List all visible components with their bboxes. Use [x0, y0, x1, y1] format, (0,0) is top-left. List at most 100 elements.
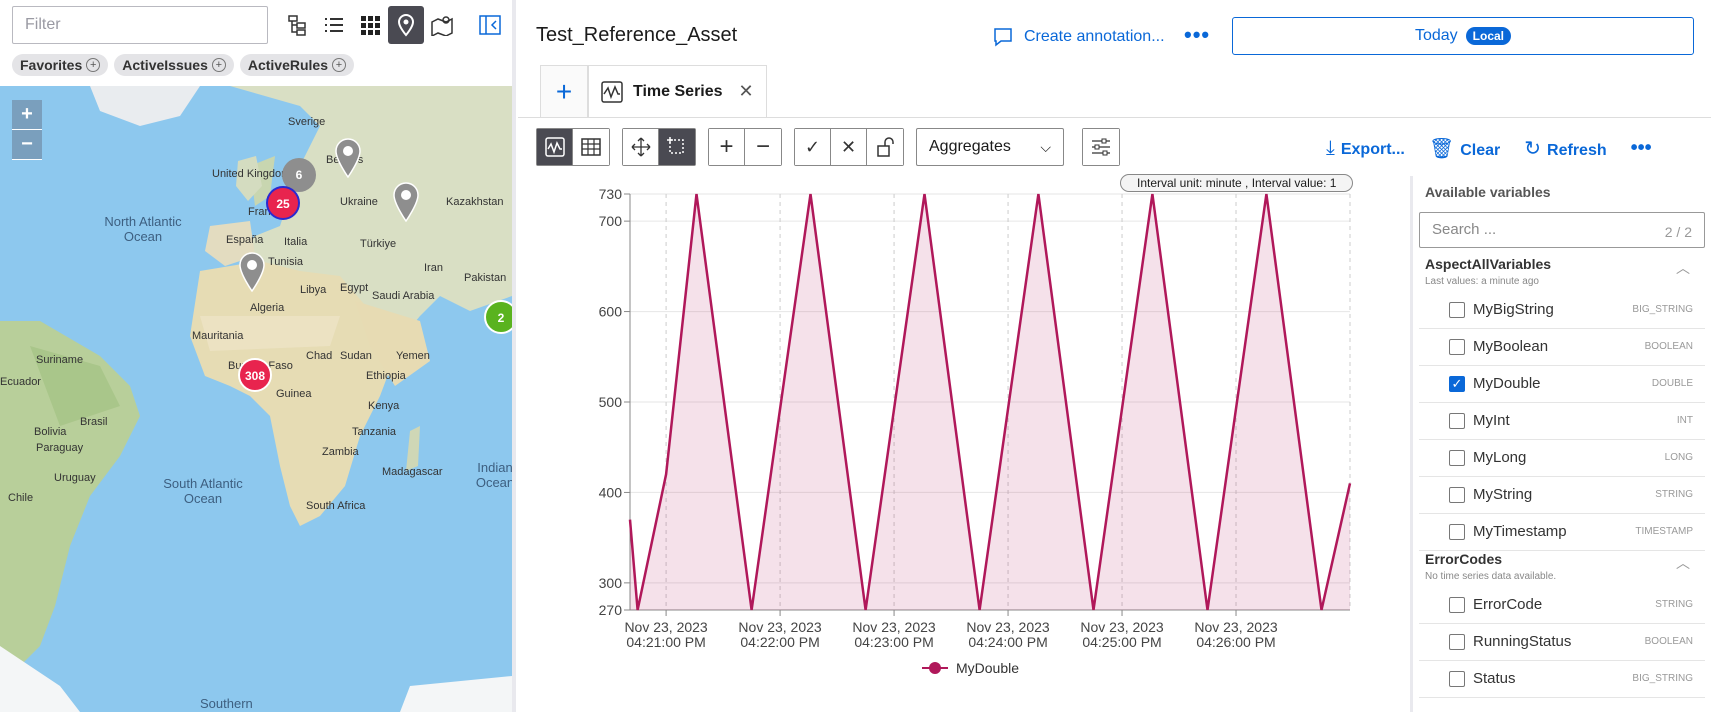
variable-checkbox[interactable]: [1449, 597, 1465, 613]
variable-checkbox[interactable]: ✓: [1449, 376, 1465, 392]
pan-button[interactable]: [623, 129, 659, 165]
zoom-out-button[interactable]: −: [12, 130, 42, 160]
map-label: Kazakhstan: [446, 196, 504, 208]
map-cluster-marker[interactable]: 308: [238, 358, 272, 392]
variable-checkbox[interactable]: [1449, 302, 1465, 318]
filter-chips: Favorites + ActiveIssues + ActiveRules +: [12, 54, 355, 76]
view-mode-toolbar: [280, 6, 508, 44]
refresh-label: Refresh: [1547, 142, 1607, 159]
variable-checkbox[interactable]: [1449, 634, 1465, 650]
variable-search-input[interactable]: Search ... 2 / 2: [1419, 212, 1705, 248]
move-icon: [631, 137, 650, 157]
map-label: Iran: [424, 262, 443, 274]
map-cluster-marker[interactable]: 2: [484, 300, 512, 334]
export-button[interactable]: ⤓ Export...: [1326, 137, 1405, 160]
zoom-out-chart-button[interactable]: −: [745, 129, 781, 165]
variable-name: MyBoolean: [1473, 338, 1549, 355]
chevron-up-icon[interactable]: ︿: [1676, 555, 1690, 571]
chevron-up-icon[interactable]: ︿: [1676, 260, 1690, 276]
map-label: Türkiye: [360, 238, 397, 250]
tab-time-series[interactable]: Time Series ✕: [588, 65, 767, 117]
box-zoom-button[interactable]: [659, 129, 695, 165]
chart-more-button[interactable]: •••: [1630, 137, 1652, 159]
variable-row[interactable]: ErrorCode STRING: [1419, 587, 1705, 624]
header-more-button[interactable]: •••: [1184, 22, 1211, 47]
refresh-button[interactable]: ↻ Refresh: [1524, 136, 1606, 161]
variable-row[interactable]: MyTimestamp TIMESTAMP: [1419, 514, 1705, 551]
variables-panel: Available variables Search ... 2 / 2 Asp…: [1410, 176, 1705, 712]
cancel-button[interactable]: ✕: [831, 129, 867, 165]
map-pin-marker[interactable]: [238, 252, 266, 292]
variable-name: MyInt: [1473, 412, 1510, 429]
chip-active-issues[interactable]: ActiveIssues +: [114, 54, 234, 76]
map-zoom-controls: + −: [12, 100, 42, 160]
table-view-button[interactable]: [573, 129, 609, 165]
variable-checkbox[interactable]: [1449, 524, 1465, 540]
variable-name: MyLong: [1473, 449, 1527, 466]
zoom-in-chart-button[interactable]: +: [709, 129, 745, 165]
map-label: Uruguay: [54, 472, 96, 484]
variable-group-subtitle: No time series data available.: [1425, 571, 1557, 582]
variable-type: BOOLEAN: [1644, 341, 1693, 352]
map-label: Algeria: [250, 302, 285, 314]
map-pin-icon[interactable]: [388, 6, 424, 44]
variable-group-title[interactable]: ErrorCodes: [1425, 551, 1503, 567]
map-pin-marker[interactable]: [334, 138, 362, 178]
chip-label: Favorites: [20, 57, 83, 73]
apply-button[interactable]: ✓: [795, 129, 831, 165]
variable-name: MyDouble: [1473, 375, 1541, 392]
chart-legend[interactable]: MyDouble: [922, 660, 1019, 676]
variable-checkbox[interactable]: [1449, 339, 1465, 355]
list-icon[interactable]: [316, 6, 352, 44]
variable-checkbox[interactable]: [1449, 671, 1465, 687]
variable-row[interactable]: ✓ MyDouble DOUBLE: [1419, 366, 1705, 403]
x-tick-date: Nov 23, 2023: [1080, 619, 1163, 635]
ocean-label: South Atlantic Ocean: [163, 476, 243, 506]
x-tick-date: Nov 23, 2023: [624, 619, 707, 635]
close-icon[interactable]: ✕: [738, 81, 754, 101]
aggregates-dropdown[interactable]: Aggregates ⌵: [916, 128, 1064, 166]
create-annotation-button[interactable]: Create annotation...: [992, 26, 1165, 48]
add-icon[interactable]: +: [86, 58, 101, 72]
variable-row[interactable]: RunningStatus BOOLEAN: [1419, 624, 1705, 661]
variable-row[interactable]: MyString STRING: [1419, 477, 1705, 514]
zoom-in-button[interactable]: +: [12, 100, 42, 130]
chip-favorites[interactable]: Favorites +: [12, 54, 109, 76]
clear-button[interactable]: 🗑 Clear: [1429, 136, 1500, 161]
unlock-button[interactable]: [867, 129, 903, 165]
variable-row[interactable]: Status BIG_STRING: [1419, 661, 1705, 698]
chart-settings-button[interactable]: [1083, 129, 1119, 165]
add-icon[interactable]: +: [332, 58, 347, 72]
collapse-panel-icon[interactable]: [472, 6, 508, 44]
add-tab-button[interactable]: +: [540, 65, 588, 117]
map-cluster-marker[interactable]: 25: [266, 186, 300, 220]
map-icon[interactable]: [424, 6, 460, 44]
line-chart-view-button[interactable]: [537, 129, 573, 165]
variable-name: RunningStatus: [1473, 633, 1572, 650]
x-tick-date: Nov 23, 2023: [1194, 619, 1277, 635]
filter-input[interactable]: Filter: [12, 6, 268, 44]
variable-checkbox[interactable]: [1449, 413, 1465, 429]
variable-group-title[interactable]: AspectAllVariables: [1425, 256, 1552, 272]
x-tick-time: 04:25:00 PM: [1082, 634, 1161, 650]
time-range-button[interactable]: Today Local: [1232, 17, 1694, 55]
series-line[interactable]: [628, 193, 1352, 611]
grid-icon[interactable]: [352, 6, 388, 44]
hierarchy-icon[interactable]: [280, 6, 316, 44]
world-map[interactable]: Sverige United Kingdom Belarus Ukraine F…: [0, 86, 512, 712]
map-pin-marker[interactable]: [392, 182, 420, 222]
variable-checkbox[interactable]: [1449, 487, 1465, 503]
variable-row[interactable]: MyBoolean BOOLEAN: [1419, 329, 1705, 366]
chip-active-rules[interactable]: ActiveRules +: [239, 54, 355, 76]
add-icon[interactable]: +: [211, 58, 226, 72]
unlock-icon: [877, 137, 894, 157]
variable-checkbox[interactable]: [1449, 450, 1465, 466]
variable-row[interactable]: MyLong LONG: [1419, 440, 1705, 477]
variable-row[interactable]: MyBigString BIG_STRING: [1419, 292, 1705, 329]
tab-bar: + Time Series ✕: [540, 65, 767, 117]
variable-row[interactable]: MyInt INT: [1419, 403, 1705, 440]
variable-name: MyBigString: [1473, 301, 1554, 318]
map-label: Egypt: [340, 282, 369, 294]
map-label: Bolivia: [34, 426, 67, 438]
